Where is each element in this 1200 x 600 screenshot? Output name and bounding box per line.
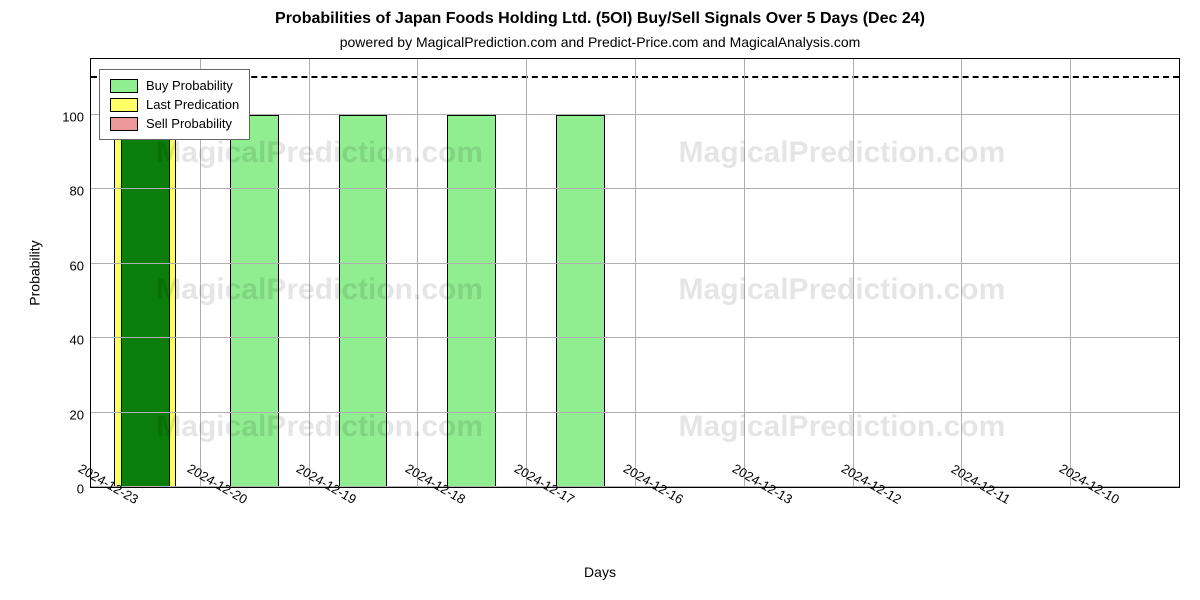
legend-item: Sell Probability xyxy=(110,114,239,133)
y-axis-label: Probability xyxy=(27,240,43,305)
y-tick: 60 xyxy=(70,258,84,273)
y-tick: 0 xyxy=(77,482,84,497)
legend-label: Sell Probability xyxy=(146,116,232,131)
legend-swatch xyxy=(110,98,138,112)
legend-item: Buy Probability xyxy=(110,76,239,95)
buy-bar xyxy=(447,115,496,487)
y-tick: 40 xyxy=(70,333,84,348)
gridline-v xyxy=(526,59,527,487)
gridline-v xyxy=(635,59,636,487)
legend-label: Buy Probability xyxy=(146,78,233,93)
y-axis-ticks: 020406080100 xyxy=(50,58,90,488)
legend-item: Last Predication xyxy=(110,95,239,114)
buy-bar xyxy=(121,115,170,487)
legend-label: Last Predication xyxy=(146,97,239,112)
gridline-v xyxy=(853,59,854,487)
y-axis-label-wrap: Probability xyxy=(20,58,50,488)
chart-title: Probabilities of Japan Foods Holding Ltd… xyxy=(20,10,1180,28)
plot-row: Probability 020406080100 MagicalPredicti… xyxy=(20,58,1180,488)
buy-bar xyxy=(339,115,388,487)
buy-bar xyxy=(230,115,279,487)
chart-container: Probabilities of Japan Foods Holding Ltd… xyxy=(0,0,1200,600)
x-axis-ticks: 2024-12-232024-12-202024-12-192024-12-18… xyxy=(90,488,1180,568)
legend: Buy Probability Last Predication Sell Prob… xyxy=(99,69,250,140)
gridline-v xyxy=(309,59,310,487)
y-tick: 20 xyxy=(70,407,84,422)
chart-subtitle: powered by MagicalPrediction.com and Pre… xyxy=(20,34,1180,50)
gridline-v xyxy=(417,59,418,487)
gridline-v xyxy=(961,59,962,487)
plot-area: MagicalPrediction.comMagicalPrediction.c… xyxy=(90,58,1180,488)
gridline-v xyxy=(1070,59,1071,487)
y-tick: 80 xyxy=(70,184,84,199)
legend-swatch xyxy=(110,79,138,93)
y-tick: 100 xyxy=(62,109,84,124)
buy-bar xyxy=(556,115,605,487)
legend-swatch xyxy=(110,117,138,131)
gridline-v xyxy=(744,59,745,487)
